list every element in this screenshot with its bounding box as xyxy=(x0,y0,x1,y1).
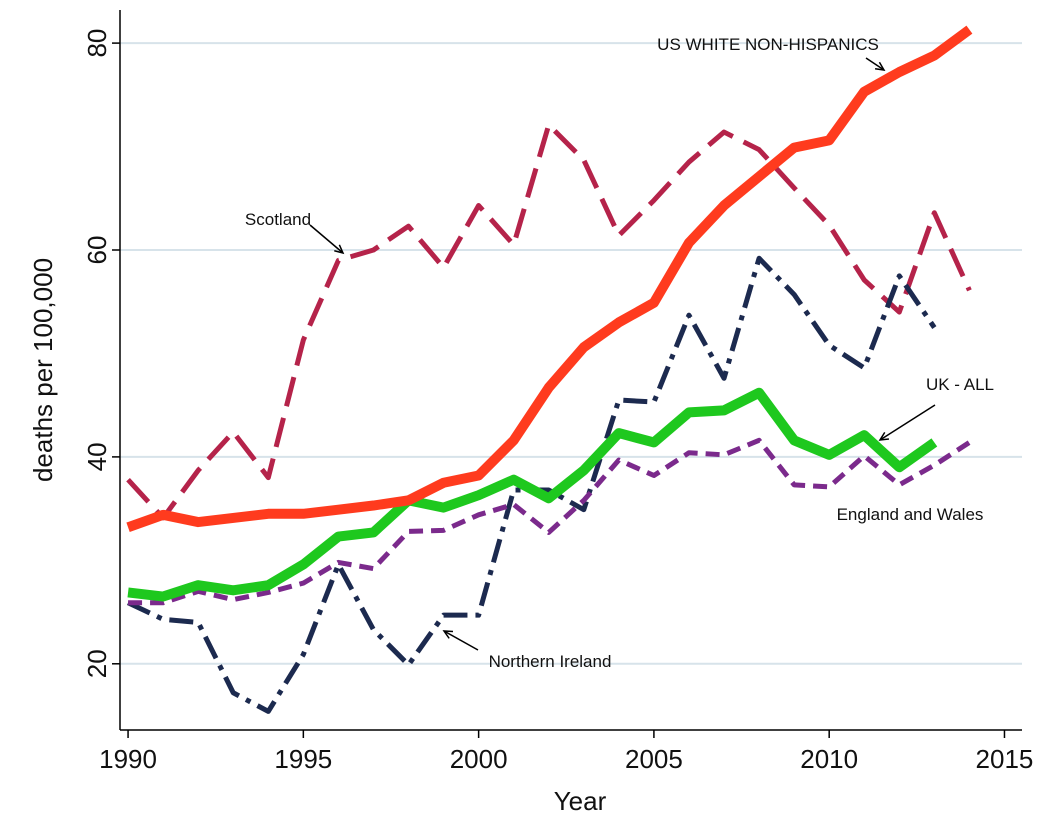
x-tick-label: 1995 xyxy=(274,744,332,774)
y-axis-label: deaths per 100,000 xyxy=(28,258,58,482)
annotation-arrowhead xyxy=(874,61,886,71)
x-tick-label: 2000 xyxy=(450,744,508,774)
x-tick-label: 1990 xyxy=(99,744,157,774)
annotation-arrow xyxy=(879,404,936,441)
series-annotation: Scotland xyxy=(245,210,311,229)
x-tick-label: 2010 xyxy=(800,744,858,774)
x-axis-label: Year xyxy=(554,786,607,816)
x-tick-label: 2005 xyxy=(625,744,683,774)
y-tick-label: 20 xyxy=(82,649,112,678)
series-line xyxy=(126,122,972,521)
series-line xyxy=(127,387,938,602)
annotation-arrowhead xyxy=(334,244,345,255)
annotation-arrowhead xyxy=(442,630,454,639)
x-tick-label: 2015 xyxy=(976,744,1034,774)
annotation-arrow xyxy=(865,57,885,71)
y-tick-label: 40 xyxy=(82,442,112,471)
series-line xyxy=(128,437,971,606)
series-line xyxy=(126,25,973,532)
annotation-arrow xyxy=(443,630,479,651)
y-tick-label: 60 xyxy=(82,236,112,265)
series-annotation: US WHITE NON-HISPANICS xyxy=(657,35,879,54)
annotation-arrowhead xyxy=(878,431,890,441)
series-annotation: England and Wales xyxy=(837,505,984,524)
series-annotation: UK - ALL xyxy=(926,375,994,394)
y-tick-label: 80 xyxy=(82,29,112,58)
annotation-arrow xyxy=(309,224,344,254)
series-annotation: Northern Ireland xyxy=(489,652,612,671)
